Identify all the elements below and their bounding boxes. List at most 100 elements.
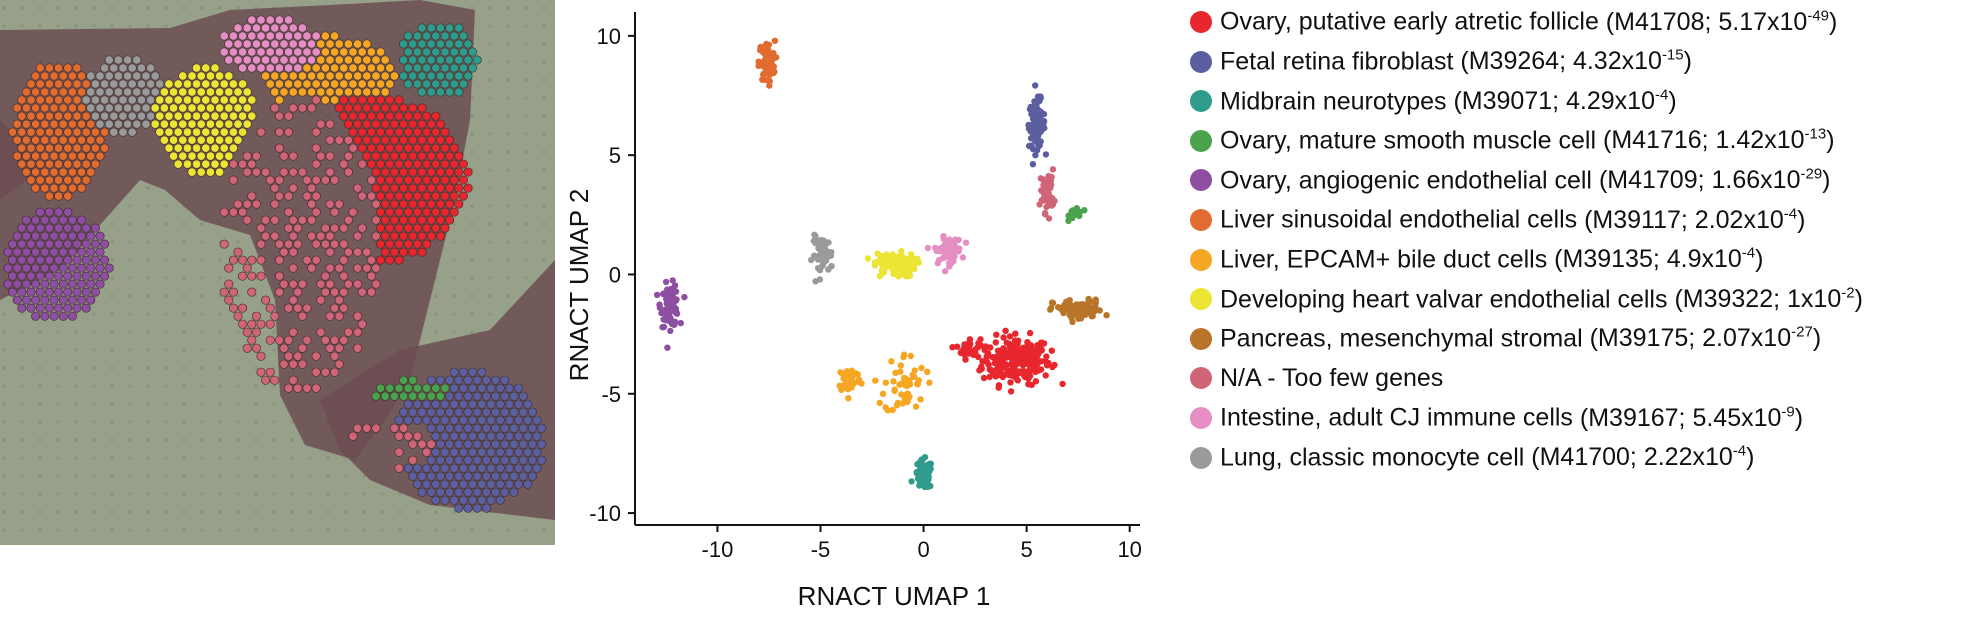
tissue-spot-na [353, 423, 363, 433]
tissue-spot-na [325, 263, 335, 273]
tissue-spot-ovary_atretic [412, 239, 422, 249]
tissue-spot-fetal_retina [486, 383, 496, 393]
tissue-spot-liver_sinusoidal [67, 103, 77, 113]
tissue-spot-na [279, 151, 289, 161]
background-spot [146, 348, 150, 352]
tissue-spot-angiogenic [54, 207, 64, 217]
background-spot [488, 294, 492, 298]
tissue-spot-lung [123, 87, 133, 97]
tissue-spot-na [394, 431, 404, 441]
background-spot [254, 474, 258, 478]
tissue-spot-ovary_atretic [366, 159, 376, 169]
tissue-spot-liver_sinusoidal [44, 95, 54, 105]
background-spot [326, 492, 330, 496]
tissue-spot-liver_sinusoidal [26, 95, 36, 105]
tissue-spot-heart_valvar [210, 63, 220, 73]
tissue-spot-ovary_atretic [403, 223, 413, 233]
background-spot [308, 474, 312, 478]
tissue-spot-liver_sinusoidal [86, 135, 96, 145]
tissue-spot-liver_bile [325, 55, 335, 65]
tissue-spot-angiogenic [8, 287, 18, 297]
background-spot [290, 492, 294, 496]
background-spot [164, 6, 168, 10]
tissue-spot-angiogenic [26, 287, 36, 297]
tissue-spot-na [265, 303, 275, 313]
background-spot [470, 258, 474, 262]
legend-exponent: -4 [1655, 86, 1669, 104]
legend-item-liver_sinusoidal: Liver sinusoidal endothelial cells (M391… [1190, 200, 1805, 240]
scatter-point-liver_sinusoidal [766, 77, 773, 85]
tissue-spot-angiogenic [49, 215, 59, 225]
scatter-point-ovary_atretic [965, 350, 973, 357]
tissue-spot-na [270, 231, 280, 241]
tissue-spot-liver_sinusoidal [58, 119, 68, 129]
scatter-point-pancreas [1067, 303, 1074, 310]
tissue-spot-na [247, 287, 257, 297]
scatter-point-liver_sinusoidal [762, 49, 769, 56]
tissue-spot-liver_sinusoidal [35, 143, 45, 153]
tissue-spot-ovary_atretic [380, 215, 390, 225]
background-spot [470, 528, 474, 532]
tissue-spot-na [339, 303, 349, 313]
tissue-spot-smooth_muscle [417, 391, 427, 401]
tissue-spot-na [307, 215, 317, 225]
tissue-spot-liver_sinusoidal [54, 63, 64, 73]
tissue-spot-smooth_muscle [399, 375, 409, 385]
tissue-spot-na [251, 311, 261, 321]
tissue-spot-heart_valvar [205, 135, 215, 145]
tissue-spot-ovary_atretic [454, 167, 464, 177]
background-spot [434, 528, 438, 532]
y-tick-label: 10 [597, 24, 621, 49]
y-axis-label: RNACT UMAP 2 [564, 189, 594, 382]
tissue-spot-liver_sinusoidal [81, 159, 91, 169]
tissue-spot-lung [141, 103, 151, 113]
tissue-spot-liver_bile [316, 71, 326, 81]
tissue-spot-angiogenic [49, 295, 59, 305]
scatter-point-ovary_atretic [987, 366, 994, 373]
tissue-spot-ovary_atretic [399, 119, 409, 129]
background-spot [146, 474, 150, 478]
tissue-spot-fetal_retina [472, 407, 482, 417]
tissue-spot-midbrain [399, 55, 409, 65]
tissue-spot-heart_valvar [178, 103, 188, 113]
legend-series-name: N/A - Too few genes [1220, 363, 1444, 392]
tissue-spot-na [288, 167, 298, 177]
background-spot [146, 492, 150, 496]
background-spot [74, 474, 78, 478]
tissue-spot-fetal_retina [463, 439, 473, 449]
tissue-spot-liver_bile [380, 55, 390, 65]
tissue-spot-liver_sinusoidal [54, 111, 64, 121]
tissue-spot-heart_valvar [215, 151, 225, 161]
scatter-point-intestine [947, 248, 955, 255]
tissue-spot-ovary_atretic [394, 143, 404, 153]
tissue-spot-na [366, 287, 376, 297]
tissue-spot-fetal_retina [454, 375, 464, 385]
tissue-spot-midbrain [412, 31, 422, 41]
tissue-spot-ovary_atretic [385, 239, 395, 249]
tissue-spot-heart_valvar [192, 159, 202, 169]
scatter-point-heart_valvar [884, 254, 891, 261]
tissue-spot-liver_sinusoidal [72, 95, 82, 105]
legend-label: Ovary, mature smooth muscle cell (M41716… [1220, 126, 1835, 155]
tissue-spot-heart_valvar [210, 79, 220, 89]
tissue-spot-angiogenic [63, 223, 73, 233]
background-spot [272, 528, 276, 532]
background-spot [182, 438, 186, 442]
scatter-point-angiogenic [669, 277, 676, 284]
tissue-spot-na [320, 271, 330, 281]
scatter-point-liver_bile [897, 362, 904, 369]
tissue-spot-heart_valvar [238, 79, 248, 89]
tissue-spot-heart_valvar [201, 127, 211, 137]
tissue-spot-fetal_retina [426, 471, 436, 481]
tissue-spot-midbrain [435, 55, 445, 65]
background-spot [254, 528, 258, 532]
tissue-spot-ovary_atretic [417, 151, 427, 161]
tissue-spot-angiogenic [81, 303, 91, 313]
tissue-spot-fetal_retina [426, 423, 436, 433]
tissue-spot-na [330, 175, 340, 185]
tissue-spot-midbrain [454, 55, 464, 65]
tissue-spot-lung [150, 87, 160, 97]
tissue-spot-na [320, 287, 330, 297]
tissue-spot-liver_sinusoidal [95, 151, 105, 161]
tissue-spot-liver_sinusoidal [12, 135, 22, 145]
